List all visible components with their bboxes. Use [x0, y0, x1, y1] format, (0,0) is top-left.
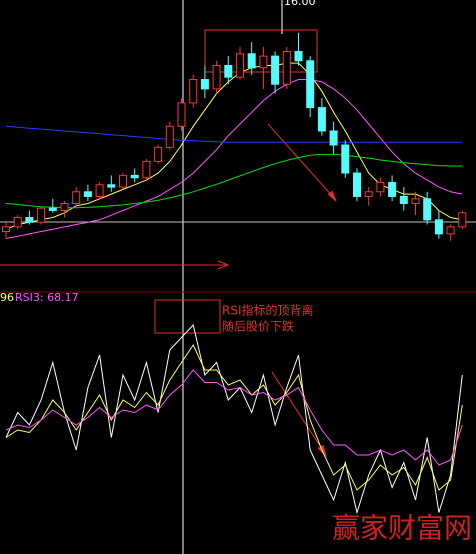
- arrow: [267, 123, 335, 199]
- candle-body: [224, 64, 233, 78]
- candle-body: [72, 191, 81, 204]
- series-line: [5, 343, 463, 491]
- candle-body: [282, 50, 291, 85]
- candle-body: [130, 174, 139, 179]
- peak-label: 16.00: [284, 0, 316, 8]
- legend-text: 96: [0, 291, 14, 304]
- candle-body: [306, 60, 315, 109]
- arrow-head: [217, 260, 230, 270]
- candle-body: [259, 55, 268, 69]
- candle-body: [247, 53, 256, 69]
- candle-body: [341, 144, 350, 174]
- series-line: [5, 153, 463, 209]
- candle-body: [119, 174, 127, 188]
- candle-body: [388, 181, 397, 197]
- candle-body: [107, 184, 116, 188]
- series-line: [5, 79, 463, 239]
- candle-body: [200, 79, 209, 90]
- rsi-peak-box: [154, 299, 221, 334]
- candle-body: [165, 125, 174, 148]
- annotation: RSI指标的顶背离: [222, 303, 314, 318]
- candle-body: [399, 195, 408, 204]
- peak-box: [204, 29, 318, 73]
- candle-body: [411, 198, 420, 204]
- candle-body: [83, 191, 92, 197]
- legend-text: RSI3: 68.17: [15, 291, 79, 304]
- candle-body: [271, 55, 280, 85]
- candle-body: [37, 207, 46, 223]
- series-line: [5, 323, 463, 515]
- annotation: 随后股价下跌: [222, 319, 294, 334]
- candle-body: [25, 217, 34, 223]
- candle-body: [434, 219, 443, 235]
- candle-body: [48, 207, 57, 211]
- candle-body: [142, 160, 151, 179]
- arrow-head: [327, 190, 337, 202]
- candle-body: [236, 53, 244, 78]
- watermark: 赢家财富网: [332, 512, 472, 545]
- candle-body: [317, 107, 326, 132]
- candle-body: [353, 172, 361, 197]
- candle-body: [364, 191, 373, 197]
- candle-body: [212, 64, 221, 90]
- candle-body: [2, 226, 10, 233]
- candle-body: [376, 181, 385, 193]
- candle-body: [13, 217, 22, 228]
- candle-body: [294, 50, 303, 62]
- candle-body: [95, 184, 104, 197]
- candle-body: [423, 198, 432, 221]
- candle-body: [189, 79, 198, 104]
- series-line: [5, 125, 463, 143]
- candle-body: [458, 212, 467, 228]
- series-line: [5, 62, 463, 230]
- arrow: [271, 371, 325, 453]
- candle-body: [446, 226, 455, 235]
- candle-body: [60, 202, 69, 211]
- candle-body: [154, 146, 163, 162]
- candle-body: [177, 102, 186, 127]
- candle-body: [329, 130, 338, 146]
- series-line: [5, 369, 463, 466]
